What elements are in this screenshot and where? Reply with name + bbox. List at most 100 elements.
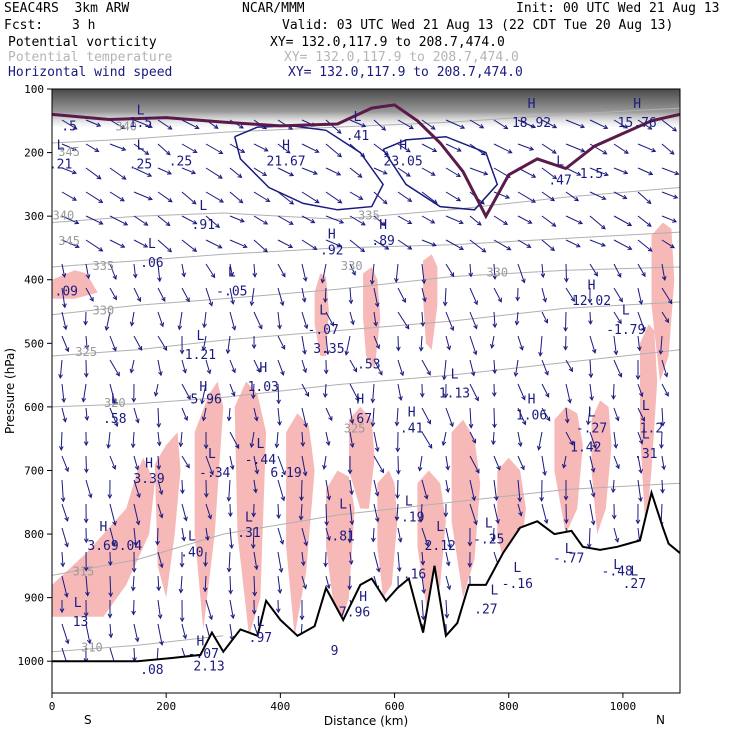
wind-vector-head [430,171,436,176]
left-endpoint: S [84,713,92,727]
wind-vector-head [545,392,550,398]
wind-vector [565,311,567,331]
wind-vector-head [538,351,543,357]
wind-vector [541,239,555,251]
wind-vector [541,287,547,302]
forecast-label: Fcst: [4,18,44,33]
wind-vector [250,431,255,448]
wind-vector [589,215,606,230]
wind-vector-head [401,298,406,304]
wind-vector-head [552,174,558,180]
wind-vector-head [441,441,447,447]
wind-vector [373,287,379,307]
wind-vector [325,143,342,158]
wind-vector-head [590,467,596,473]
wind-vector [469,311,478,329]
wind-vector [516,311,519,325]
y-tick-label: 1000 [18,655,45,668]
wind-vector-head [638,439,644,445]
wind-vector-head [449,422,454,428]
wind-vector-head [384,245,390,250]
wind-vector [541,167,557,180]
wind-vector-head [408,124,414,130]
wind-vector-head [278,568,284,574]
wind-vector [469,263,472,277]
wind-vector [205,287,213,306]
wind-vector [565,287,575,302]
wind-vector [661,359,668,377]
wind-vector-head [165,221,171,227]
hl-label: 3.39 [133,472,164,487]
wind-vector [229,599,234,619]
wind-vector-head [589,396,594,402]
wind-vector-head [325,350,330,356]
hl-label: L [228,266,236,281]
wind-vector-head [279,301,285,307]
wind-vector-head [161,297,166,302]
wind-vector [205,191,224,203]
wind-vector-head [592,443,597,449]
wind-vector-head [210,273,216,279]
wind-vector-head [622,194,628,200]
terrain-fill [52,492,680,693]
wind-vector-head [288,243,294,248]
theta-contour [52,349,680,408]
wind-vector-head [84,345,90,350]
wind-vector-head [347,469,353,475]
wind-vector [300,503,303,520]
pv-region [234,381,267,636]
wind-vector-head [395,447,401,453]
wind-vector [301,431,304,447]
wind-vector-head [71,169,77,175]
wind-vector-head [496,465,501,471]
hl-label: 3.35 [313,342,344,357]
wind-vector [541,455,546,476]
wind-vector [276,431,279,448]
hl-label: L [137,103,145,118]
plot-frame [51,88,681,694]
x-axis-label: Distance (km) [324,714,408,728]
wind-vector-head [442,375,447,381]
wind-vector-head [72,125,78,130]
hl-label: L [485,517,493,532]
wind-vector-head [492,369,497,375]
wind-vector-head [251,609,257,615]
x-tick-label: 400 [270,700,290,713]
hl-label: 1.5 [580,167,603,182]
wind-vector [565,431,574,446]
wind-vector-head [119,197,125,202]
wind-vector-head [258,324,263,330]
wind-vector [181,167,196,174]
wind-vector [301,575,307,589]
wind-vector [469,503,477,525]
y-tick-label: 400 [24,274,44,287]
wind-vector-head [432,147,438,152]
wind-vector-head [250,544,256,550]
hl-label: H [197,634,205,649]
wind-vector-head [468,423,474,429]
wind-vector-head [64,592,69,598]
wind-vector [301,167,318,175]
hl-label: .27 [474,603,497,618]
wind-vector-head [422,297,427,303]
hl-label: -.48 [602,564,633,579]
wind-vector [349,503,353,525]
wind-vector [61,623,69,644]
wind-vector [277,551,282,573]
pv-region [651,222,675,382]
wind-vector-head [303,422,308,428]
wind-vector-head [588,373,594,379]
wind-vector [661,143,675,155]
wind-vector-head [64,347,70,353]
wind-vector-head [638,468,643,474]
hl-label: L [188,529,196,544]
wind-vector-head [536,445,542,451]
wind-vector-head [623,149,629,154]
wind-vector-head [162,346,168,351]
wind-vector [85,239,103,252]
wind-vector [229,287,234,304]
wind-vector-head [281,344,286,350]
wind-vector [373,551,380,572]
hl-label: L [565,542,573,557]
wind-vector-head [567,398,572,404]
